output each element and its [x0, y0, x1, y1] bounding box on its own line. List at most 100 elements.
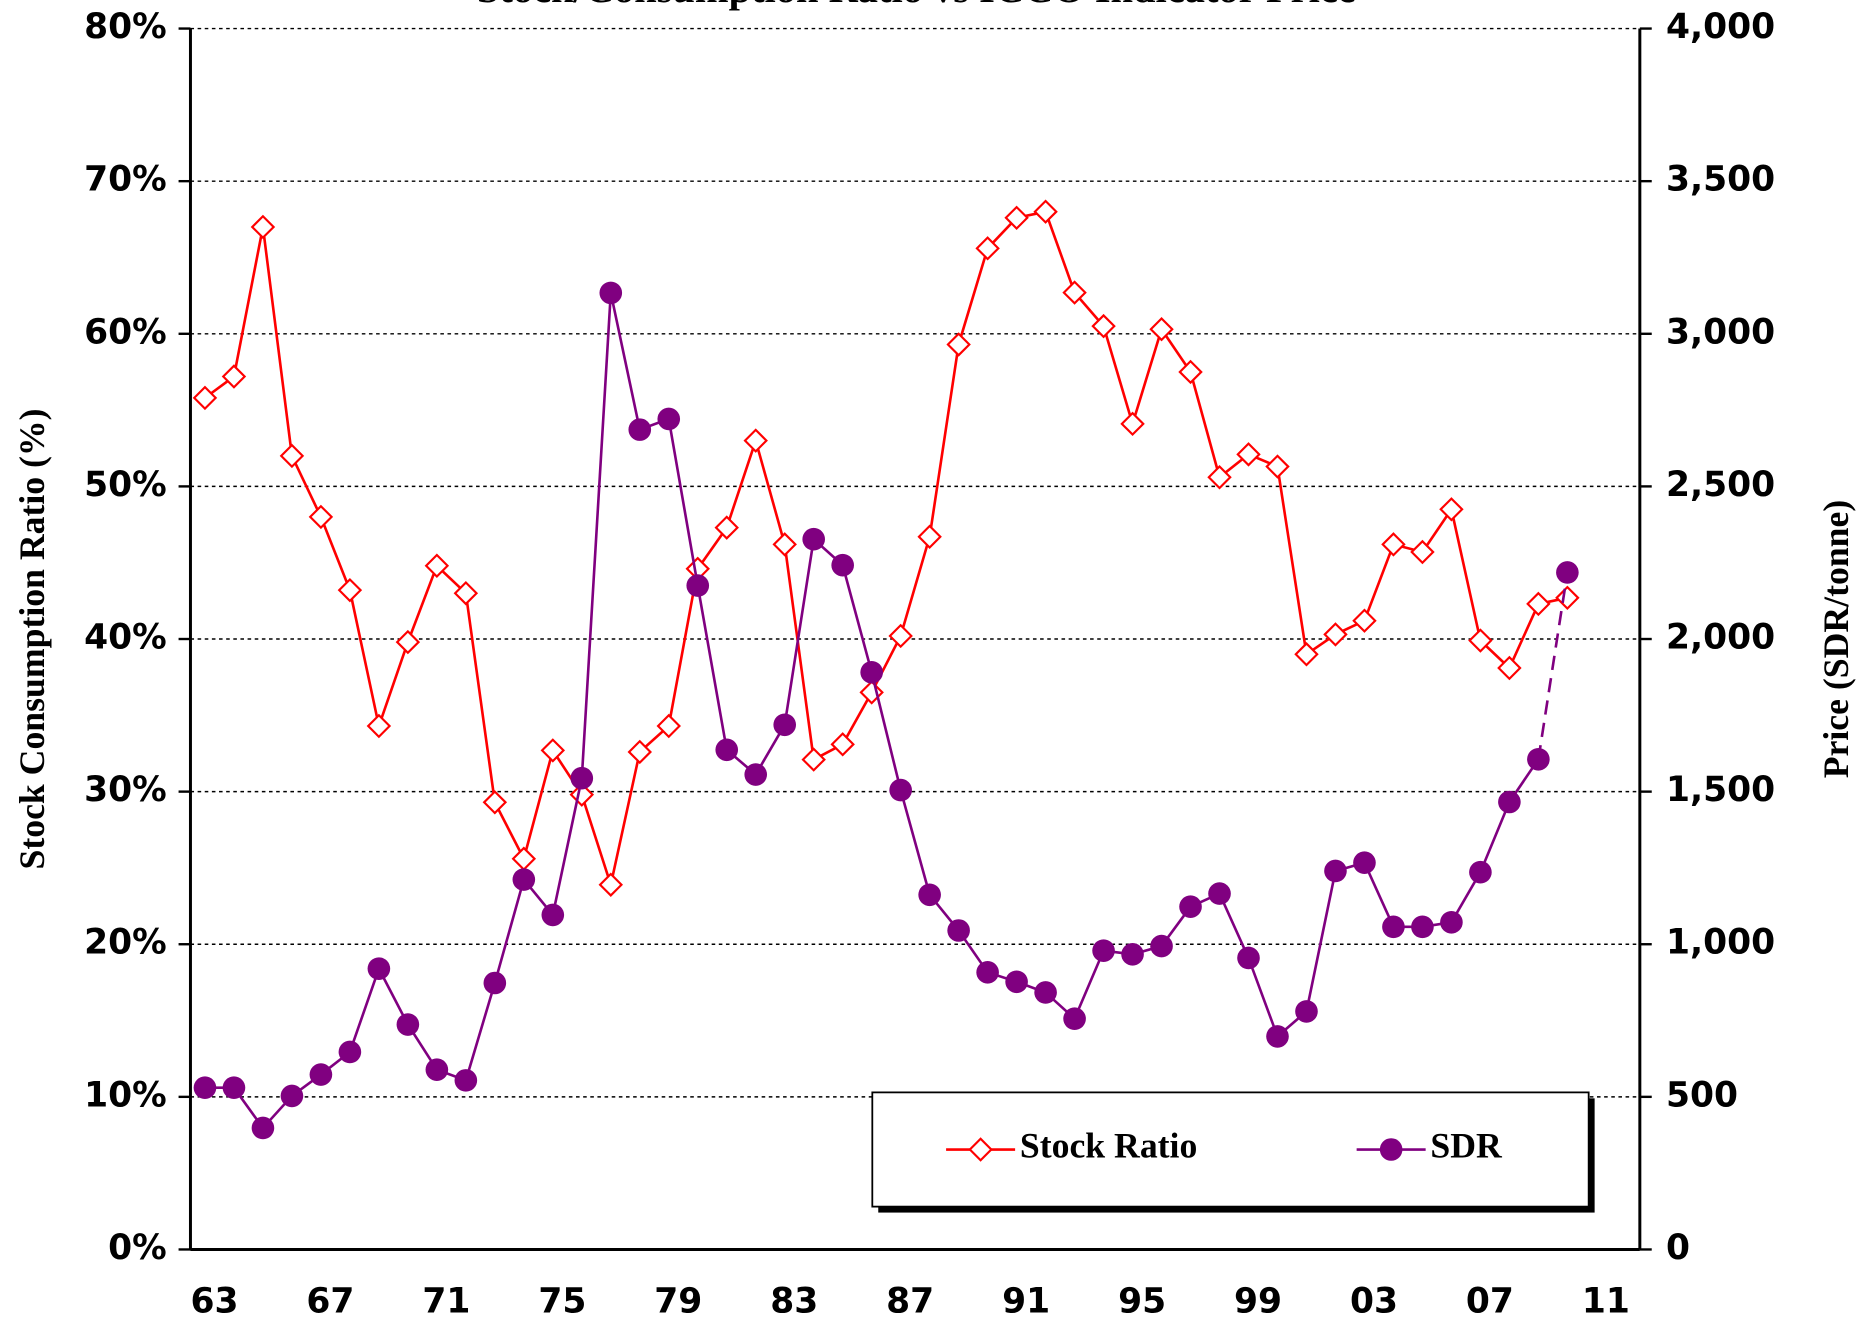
marker [1265, 454, 1290, 479]
marker [511, 846, 537, 871]
marker [1381, 532, 1406, 557]
marker [830, 732, 855, 757]
x-tick-label: 91 [1002, 1282, 1050, 1322]
marker [192, 385, 218, 411]
marker [1208, 882, 1231, 905]
marker [1178, 359, 1203, 385]
marker [744, 763, 768, 786]
x-tick-label: 11 [1582, 1282, 1630, 1322]
marker [859, 680, 884, 705]
marker [1555, 585, 1580, 611]
marker [483, 971, 507, 995]
y2-tick-label: 2,500 [1666, 465, 1775, 505]
y-tick-label: 10% [84, 1075, 167, 1115]
x-tick-label: 71 [422, 1282, 470, 1322]
marker [1092, 939, 1115, 962]
marker [570, 766, 594, 790]
marker [946, 332, 971, 357]
marker [425, 1058, 449, 1081]
dashed-line [1537, 572, 1569, 760]
marker [1091, 313, 1116, 339]
legend-label: Stock Ratio [1020, 1126, 1197, 1166]
x-tick-label: 07 [1466, 1282, 1514, 1322]
marker [918, 883, 941, 907]
y2-tick-label: 3,000 [1666, 312, 1775, 352]
y2-tick-label: 4,000 [1666, 7, 1775, 47]
marker [627, 739, 652, 765]
marker [1526, 591, 1551, 617]
y-tick-label: 80% [84, 7, 167, 47]
marker [1294, 642, 1319, 667]
marker [1237, 946, 1260, 970]
legend-label: SDR [1430, 1126, 1503, 1166]
marker [221, 364, 247, 389]
marker [1439, 497, 1464, 522]
marker [308, 504, 334, 530]
marker [1324, 859, 1347, 883]
line [204, 292, 1540, 1131]
marker [1207, 465, 1232, 490]
y2-tick-label: 500 [1666, 1075, 1738, 1115]
marker [1150, 934, 1173, 958]
marker [1469, 860, 1492, 884]
marker [280, 1084, 304, 1108]
marker [1295, 1000, 1318, 1023]
y2-tick-label: 3,500 [1666, 160, 1775, 200]
y2-tick-label: 1,500 [1666, 770, 1775, 810]
marker [279, 443, 305, 469]
legend-marker [968, 1137, 993, 1162]
x-tick-label: 75 [538, 1282, 586, 1322]
legend-marker [1379, 1138, 1403, 1161]
marker [1149, 316, 1174, 342]
marker [1236, 442, 1261, 467]
marker [1179, 895, 1202, 918]
x-tick-label: 67 [306, 1282, 354, 1322]
marker [656, 713, 681, 739]
y-tick-label: 30% [84, 770, 167, 810]
marker [1266, 1025, 1289, 1048]
y-tick-label: 40% [84, 618, 167, 658]
marker [975, 236, 1000, 261]
marker [541, 903, 565, 927]
marker [1004, 205, 1029, 231]
marker [1382, 915, 1405, 939]
marker [338, 1040, 362, 1064]
marker [337, 577, 363, 603]
marker [1527, 747, 1550, 771]
marker [628, 418, 652, 441]
marker [1121, 943, 1144, 966]
marker [482, 790, 508, 815]
marker [773, 713, 797, 737]
marker [1556, 561, 1579, 584]
x-tick-label: 03 [1350, 1282, 1398, 1322]
marker [250, 214, 276, 240]
marker [1411, 915, 1434, 939]
marker [395, 629, 421, 655]
marker [1468, 628, 1493, 653]
marker [976, 961, 999, 984]
marker [454, 1069, 478, 1092]
marker [715, 738, 739, 762]
y2-tick-label: 1,000 [1666, 923, 1775, 963]
marker [367, 957, 391, 980]
marker [686, 574, 710, 597]
x-tick-label: 99 [1234, 1282, 1282, 1322]
x-tick-label: 87 [886, 1282, 934, 1322]
line [204, 210, 1568, 890]
marker [917, 524, 942, 549]
marker [1323, 622, 1348, 647]
y-tick-label: 20% [84, 923, 167, 963]
x-tick-label: 95 [1118, 1282, 1166, 1322]
marker [657, 407, 681, 431]
marker [1063, 1007, 1086, 1031]
marker [1005, 970, 1028, 994]
marker [309, 1063, 333, 1086]
marker [1353, 851, 1376, 875]
y-tick-label: 60% [84, 312, 167, 352]
marker [860, 660, 883, 684]
y2-tick-label: 0 [1666, 1228, 1690, 1268]
marker [598, 872, 624, 897]
marker [714, 515, 739, 540]
marker [366, 713, 392, 739]
